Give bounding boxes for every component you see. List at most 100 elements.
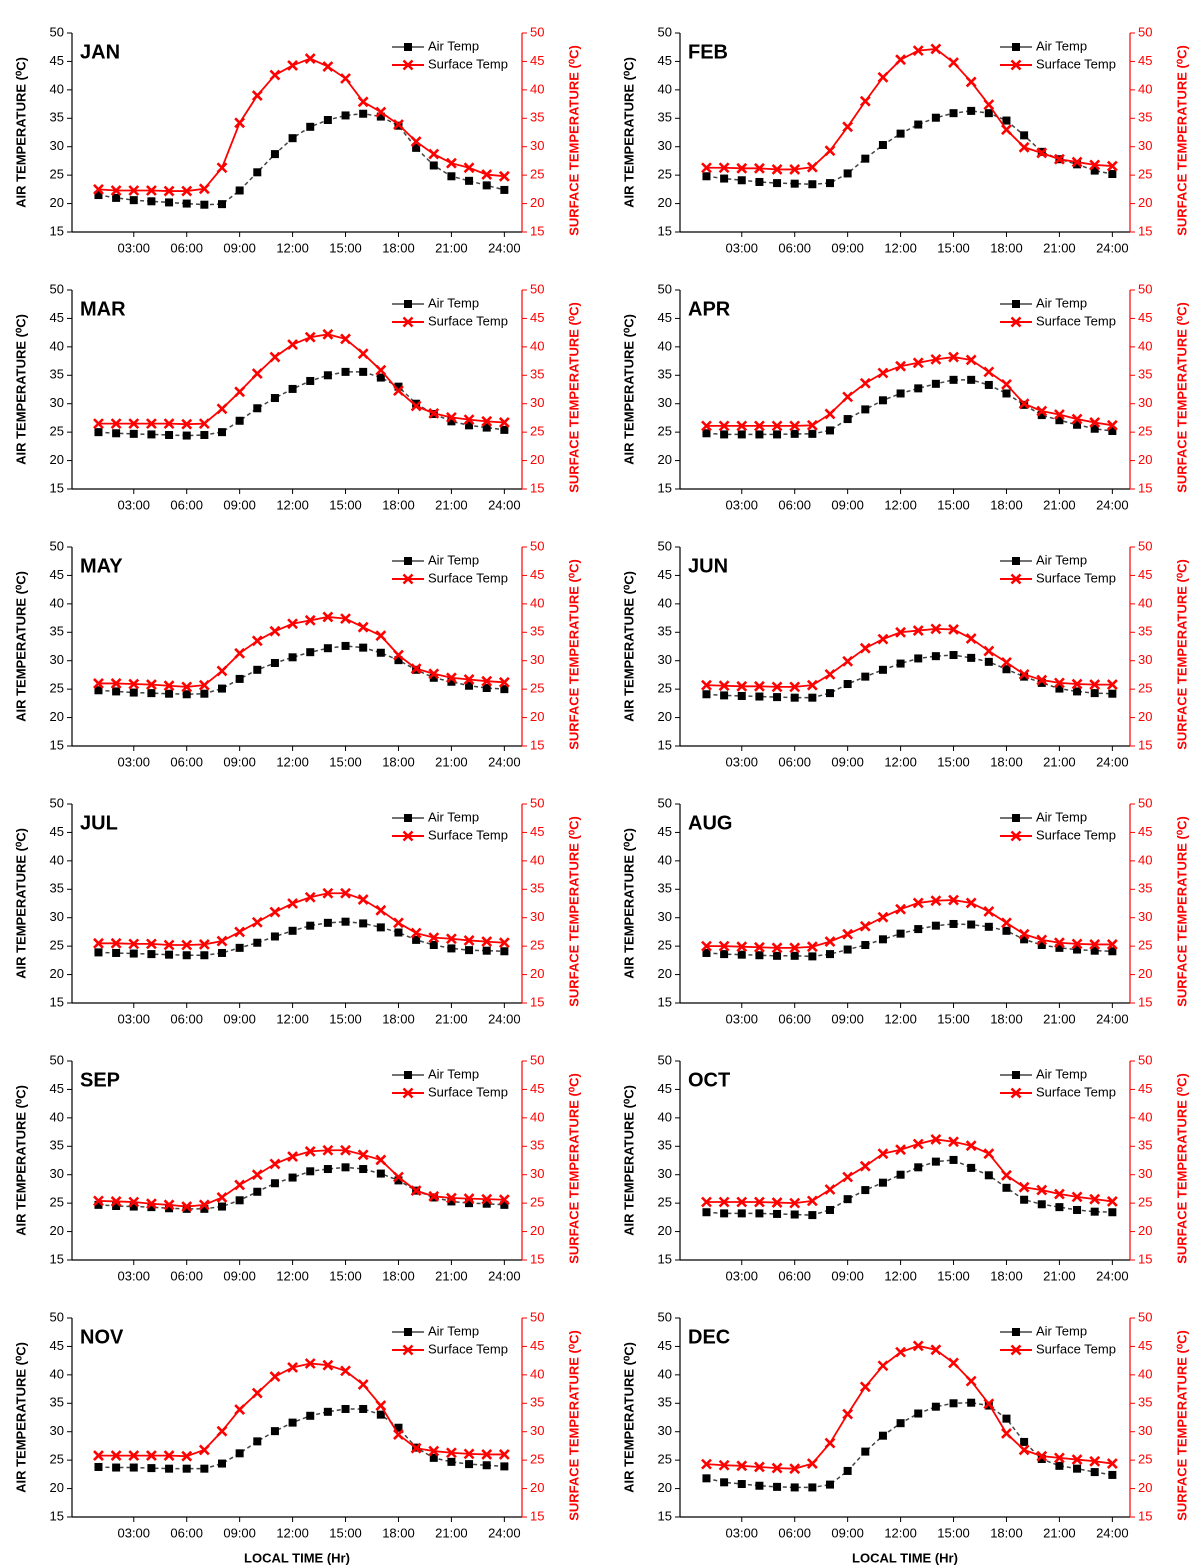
marker bbox=[323, 371, 332, 380]
marker bbox=[790, 693, 799, 702]
y2-axis-label: SURFACE TEMPERATURE (⁰C) bbox=[1174, 1073, 1189, 1264]
marker bbox=[824, 668, 836, 680]
marker bbox=[931, 652, 940, 661]
y-tick-label: 50 bbox=[50, 24, 64, 39]
y-tick-label: 25 bbox=[658, 1195, 672, 1210]
legend-label: Air Temp bbox=[1036, 38, 1087, 53]
x-tick-label: 03:00 bbox=[725, 1525, 758, 1540]
marker bbox=[736, 1196, 748, 1208]
y-axis-label: AIR TEMPERATURE (⁰C) bbox=[621, 828, 636, 979]
marker bbox=[304, 614, 316, 626]
x-tick-label: 03:00 bbox=[117, 1525, 150, 1540]
marker bbox=[967, 1398, 976, 1407]
marker bbox=[394, 382, 403, 391]
x-tick-label: 21:00 bbox=[1043, 1525, 1076, 1540]
marker bbox=[948, 1136, 959, 1148]
marker bbox=[1108, 170, 1117, 179]
marker bbox=[288, 384, 297, 393]
series-line bbox=[706, 654, 1113, 699]
marker bbox=[753, 1196, 765, 1208]
y-tick-label: 50 bbox=[658, 24, 672, 39]
marker bbox=[1002, 389, 1011, 398]
marker bbox=[912, 1138, 924, 1150]
marker bbox=[341, 1163, 350, 1172]
marker bbox=[498, 937, 510, 949]
marker bbox=[465, 176, 474, 185]
marker bbox=[701, 679, 712, 691]
x-tick-label: 06:00 bbox=[170, 754, 203, 769]
y-tick-label: 50 bbox=[50, 281, 64, 296]
x-axis-label: LOCAL TIME (Hr) bbox=[244, 1550, 350, 1565]
marker bbox=[182, 1204, 191, 1213]
y-tick-label: 25 bbox=[658, 681, 672, 696]
marker bbox=[967, 375, 976, 384]
x-tick-label: 18:00 bbox=[990, 1268, 1023, 1283]
y2-tick-label: 25 bbox=[530, 938, 544, 953]
marker bbox=[375, 904, 387, 916]
y-tick-label: 50 bbox=[658, 795, 672, 810]
marker bbox=[428, 668, 440, 680]
y-tick-label: 20 bbox=[50, 195, 64, 210]
legend-marker bbox=[1012, 300, 1020, 308]
series-line bbox=[98, 333, 505, 426]
marker bbox=[94, 1200, 103, 1209]
marker bbox=[181, 1450, 193, 1462]
marker bbox=[182, 199, 191, 208]
marker bbox=[465, 681, 474, 690]
panel: 15 20 25 30 35 40 45 50 15 20 25 30 35 40 45 50 03:00 06:… bbox=[621, 1052, 1189, 1283]
marker bbox=[1002, 665, 1011, 674]
legend-marker bbox=[404, 43, 412, 51]
marker bbox=[826, 426, 834, 435]
marker bbox=[984, 109, 993, 118]
marker bbox=[824, 408, 836, 420]
y-tick-label: 15 bbox=[50, 480, 64, 495]
y-tick-label: 35 bbox=[50, 1138, 64, 1153]
y2-tick-label: 35 bbox=[530, 367, 544, 382]
y-tick-label: 45 bbox=[50, 1081, 64, 1096]
marker bbox=[287, 898, 299, 909]
marker bbox=[145, 679, 157, 691]
marker bbox=[1073, 687, 1082, 696]
legend-label: Air Temp bbox=[428, 38, 479, 53]
marker bbox=[482, 946, 491, 955]
marker bbox=[859, 95, 871, 107]
legend-label: Air Temp bbox=[428, 1066, 479, 1081]
marker bbox=[1055, 1461, 1064, 1470]
marker bbox=[1036, 405, 1048, 417]
marker bbox=[983, 645, 995, 657]
legend-marker bbox=[1010, 573, 1022, 585]
marker bbox=[1020, 672, 1029, 681]
y-axis-label: AIR TEMPERATURE (⁰C) bbox=[621, 1342, 636, 1493]
marker bbox=[877, 633, 889, 645]
marker bbox=[843, 415, 852, 424]
marker bbox=[701, 420, 712, 432]
y2-tick-label: 20 bbox=[530, 1223, 544, 1238]
marker bbox=[323, 1407, 332, 1416]
chart-title: SEP bbox=[80, 1069, 120, 1091]
marker bbox=[304, 331, 316, 343]
marker bbox=[861, 672, 870, 681]
y-axis-label: AIR TEMPERATURE (⁰C) bbox=[13, 314, 28, 465]
marker bbox=[1001, 657, 1012, 668]
series-line bbox=[98, 1408, 505, 1470]
marker bbox=[895, 903, 907, 915]
marker bbox=[359, 109, 368, 118]
marker bbox=[410, 400, 422, 412]
y-tick-label: 15 bbox=[658, 737, 672, 752]
marker bbox=[736, 680, 748, 692]
marker bbox=[896, 659, 905, 668]
marker bbox=[357, 96, 369, 108]
marker bbox=[93, 937, 104, 949]
marker bbox=[357, 1149, 369, 1161]
x-tick-label: 21:00 bbox=[435, 497, 468, 512]
marker bbox=[340, 1144, 351, 1156]
marker bbox=[931, 1157, 940, 1166]
series-line bbox=[98, 57, 505, 192]
y-tick-label: 40 bbox=[658, 595, 672, 610]
marker bbox=[718, 420, 730, 432]
marker bbox=[498, 1194, 510, 1206]
marker bbox=[498, 170, 510, 182]
y2-tick-label: 15 bbox=[1138, 737, 1152, 752]
marker bbox=[235, 674, 244, 683]
marker bbox=[702, 1474, 711, 1483]
